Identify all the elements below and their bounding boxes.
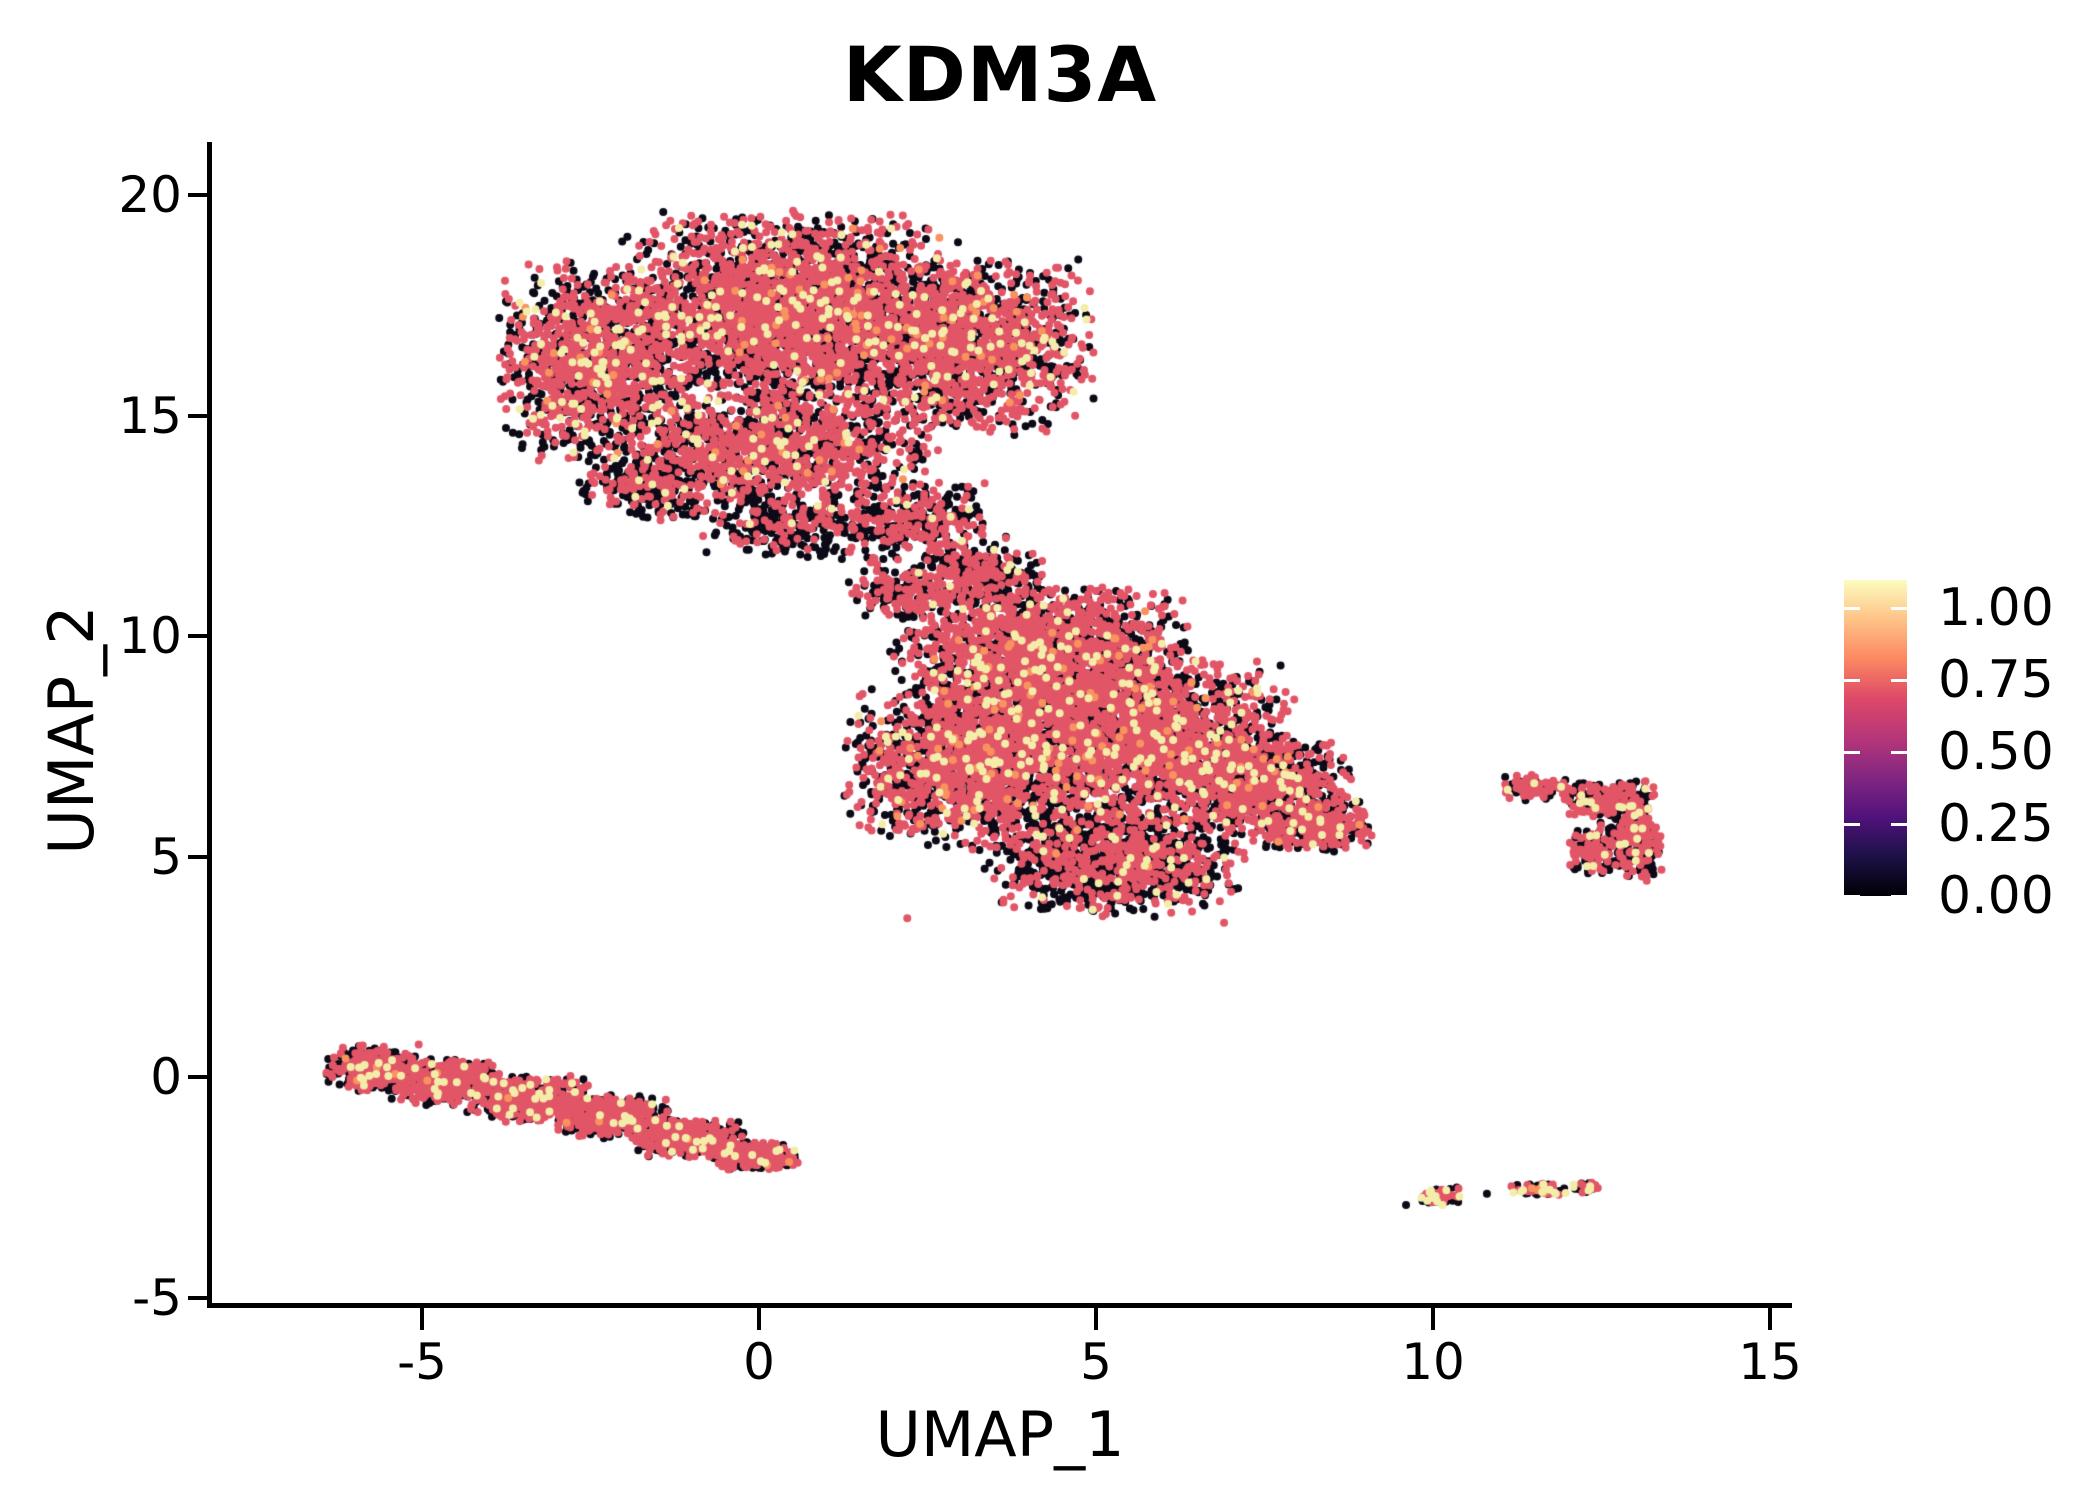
plot-title: KDM3A bbox=[842, 30, 1158, 119]
y-tick-label: 20 bbox=[118, 166, 182, 224]
x-axis-line bbox=[207, 1303, 1792, 1308]
legend-tick-label: 0.50 bbox=[1938, 721, 2054, 782]
y-tick-label: 0 bbox=[150, 1048, 182, 1106]
y-axis-line bbox=[207, 142, 212, 1308]
x-tick-label: 0 bbox=[743, 1333, 775, 1391]
legend-tick-label: 1.00 bbox=[1938, 577, 2054, 638]
x-tick-label: 15 bbox=[1738, 1333, 1802, 1391]
x-tick-label: -5 bbox=[397, 1333, 447, 1391]
legend-tick-label: 0.00 bbox=[1938, 866, 2054, 926]
legend-tick-mark bbox=[1891, 895, 1907, 898]
legend-tick-label: 0.25 bbox=[1938, 793, 2054, 854]
x-tick-mark bbox=[420, 1308, 424, 1330]
legend-tick-mark bbox=[1891, 750, 1907, 754]
legend-tick-mark bbox=[1844, 822, 1860, 826]
x-tick-mark bbox=[1094, 1308, 1098, 1330]
y-tick-label: -5 bbox=[132, 1268, 182, 1327]
y-tick-label: 5 bbox=[150, 827, 182, 886]
x-tick-label: 5 bbox=[1080, 1333, 1112, 1391]
legend-tick-mark bbox=[1891, 822, 1907, 826]
legend-tick-mark bbox=[1891, 606, 1907, 610]
y-tick-mark bbox=[188, 1295, 210, 1300]
y-tick-mark bbox=[188, 413, 210, 418]
x-tick-mark bbox=[757, 1308, 761, 1330]
y-tick-label: 10 bbox=[118, 607, 182, 665]
legend-tick-mark bbox=[1844, 750, 1860, 754]
legend-tick-label: 0.75 bbox=[1938, 649, 2054, 710]
x-axis-title: UMAP_1 bbox=[875, 1398, 1125, 1471]
y-tick-mark bbox=[188, 193, 210, 197]
legend-tick-mark bbox=[1844, 895, 1860, 898]
legend-tick-mark bbox=[1844, 678, 1860, 682]
y-axis-title: UMAP_2 bbox=[35, 605, 108, 855]
x-tick-label: 10 bbox=[1401, 1333, 1465, 1391]
y-tick-mark bbox=[188, 634, 210, 638]
y-tick-mark bbox=[188, 854, 210, 859]
x-tick-mark bbox=[1768, 1308, 1772, 1330]
legend-colorbar bbox=[1844, 580, 1907, 896]
y-tick-label: 15 bbox=[118, 386, 182, 445]
legend-tick-mark bbox=[1844, 606, 1860, 610]
x-tick-mark bbox=[1431, 1308, 1435, 1330]
y-tick-mark bbox=[188, 1075, 210, 1079]
legend-tick-mark bbox=[1891, 678, 1907, 682]
